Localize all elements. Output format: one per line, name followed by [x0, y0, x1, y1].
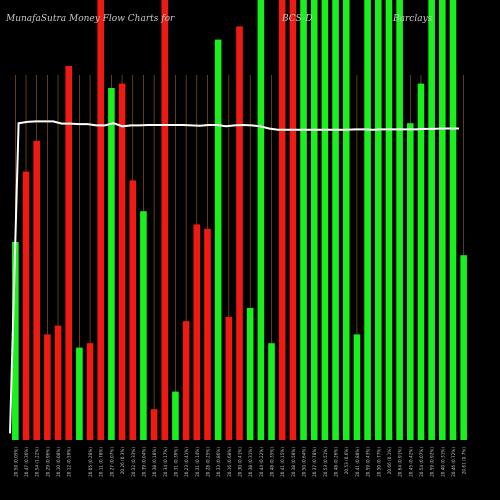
bar-down — [150, 409, 158, 440]
bar-down — [161, 0, 169, 440]
bar-series — [12, 0, 467, 441]
bar-up — [385, 0, 393, 440]
x-tick-label: 20.27 (0.07%) — [109, 447, 114, 477]
bar-down — [193, 224, 201, 440]
x-tick-label: 20.48 (0.26%) — [334, 447, 339, 477]
x-tick-label: 20.64 (0.91%) — [398, 447, 403, 477]
bar-down — [65, 66, 73, 440]
bar-up — [428, 0, 435, 440]
bar-down — [97, 0, 105, 440]
x-tick-label: 20.38 (0.18%) — [152, 447, 157, 477]
x-tick-label: 20.50 (0.64%) — [302, 447, 307, 477]
bar-up — [342, 0, 350, 440]
x-tick-label: 20.38 (0.31%) — [248, 447, 253, 477]
chart-title-name: Barclays — [393, 14, 433, 24]
x-tick-label: 20.10 (0.08%) — [56, 447, 61, 477]
bar-up — [140, 211, 147, 440]
bar-up — [417, 83, 425, 440]
bar-up — [332, 0, 339, 440]
bar-down — [33, 140, 40, 441]
x-tick-label: 20.37 (0.78%) — [312, 447, 317, 477]
x-tick-label: 20.31 (0.39%) — [174, 447, 179, 477]
bar-down — [182, 321, 190, 440]
x-axis-labels: 20.50 (0.05%) 20.47 (0.36%) 20.54 (1.22%) 2… — [13, 447, 466, 477]
x-tick-label: 20.28 (0.25%) — [206, 447, 211, 477]
x-tick-label: 20.48 (0.35%) — [270, 447, 275, 477]
x-tick-label: 20.11 (0.78%) — [99, 447, 104, 477]
bar-up — [246, 308, 254, 440]
bar-up — [108, 88, 115, 440]
x-tick-label: 20.47 (0.36%) — [24, 447, 29, 477]
x-tick-label: 20.40 (0.31%) — [440, 447, 445, 477]
bar-up — [374, 0, 382, 440]
x-tick-label: 20.59 (0.43%) — [366, 447, 371, 477]
x-tick-label: 20.23 (0.41%) — [184, 447, 189, 477]
x-tick-label: 20.44 (0.22%) — [259, 447, 264, 477]
x-tick-label: 20.59 (0.92%) — [430, 447, 435, 477]
x-tick-label: 20.29 (0.96%) — [45, 447, 50, 477]
chart-title-symbol: BCS-D — [282, 14, 313, 24]
x-tick-label: 20.53 (0.51%) — [323, 447, 328, 477]
bar-up — [321, 0, 329, 440]
bar-up — [300, 0, 307, 440]
bar-up — [12, 242, 19, 440]
bar-up — [257, 0, 265, 440]
bar-up — [439, 0, 446, 440]
bar-down — [118, 83, 126, 440]
x-tick-label: 20.26 (0.3%) — [120, 447, 125, 475]
x-tick-label: 20.45 (0.42%) — [408, 447, 413, 477]
bar-up — [310, 0, 318, 440]
bar-up — [353, 334, 361, 440]
bar-up — [364, 0, 371, 440]
x-tick-label: 20.32 (0.33%) — [131, 447, 136, 477]
bar-down — [236, 26, 243, 441]
bar-up — [214, 39, 222, 440]
bar-down — [22, 171, 30, 440]
bar-down — [204, 228, 211, 440]
x-tick-label: 20.39 (0.04%) — [141, 447, 146, 477]
x-tick-label: 20.38 (0.58%) — [291, 447, 296, 477]
x-tick-label: 20.54 (1.22%) — [35, 447, 40, 477]
x-tick-label: 20.53 (0.6%) — [344, 447, 349, 475]
x-tick-label: 20.30 (0.41%) — [238, 447, 243, 477]
x-tick-label: 20.50 (0.05%) — [13, 447, 18, 477]
bar-down — [54, 325, 62, 440]
x-tick-label: 20.54 (0.07%) — [419, 447, 424, 477]
x-tick-label: 20.05 (0.28%) — [88, 447, 93, 477]
bar-up — [460, 255, 467, 440]
x-tick-label: 20.41 (0.15%) — [280, 447, 285, 477]
x-tick-label: 20.41 (0.88%) — [355, 447, 360, 477]
price-line-series — [9, 120, 459, 434]
x-tick-label: 20.61 (0.7%) — [462, 447, 467, 475]
bar-down — [278, 0, 286, 440]
bar-up — [449, 0, 457, 440]
bar-down — [225, 316, 233, 440]
x-tick-label: 20.46 (0.72%) — [451, 447, 456, 477]
bar-down — [289, 0, 297, 440]
bar-down — [129, 180, 137, 440]
bar-up — [268, 343, 275, 440]
x-tick-label: 20.66 (0.1%) — [387, 447, 392, 475]
x-tick-label: 20.34 (0.17%) — [163, 447, 168, 477]
chart-title-left: MunafaSutra Money Flow Charts for — [6, 14, 175, 24]
x-tick-label: 20.50 (0.77%) — [376, 447, 381, 477]
bar-up — [76, 347, 83, 440]
x-tick-label: 20.12 (0.59%) — [67, 447, 72, 477]
x-tick-label: 20.16 (0.68%) — [227, 447, 232, 477]
bar-down — [86, 343, 94, 440]
bar-up — [172, 391, 179, 440]
bar-down — [44, 334, 51, 440]
price-line — [9, 120, 459, 434]
x-tick-label: 20.31 (0.14%) — [195, 447, 200, 477]
x-tick-label: 20.33 (0.86%) — [216, 447, 221, 477]
bar-up — [396, 0, 403, 440]
bar-up — [406, 123, 414, 440]
